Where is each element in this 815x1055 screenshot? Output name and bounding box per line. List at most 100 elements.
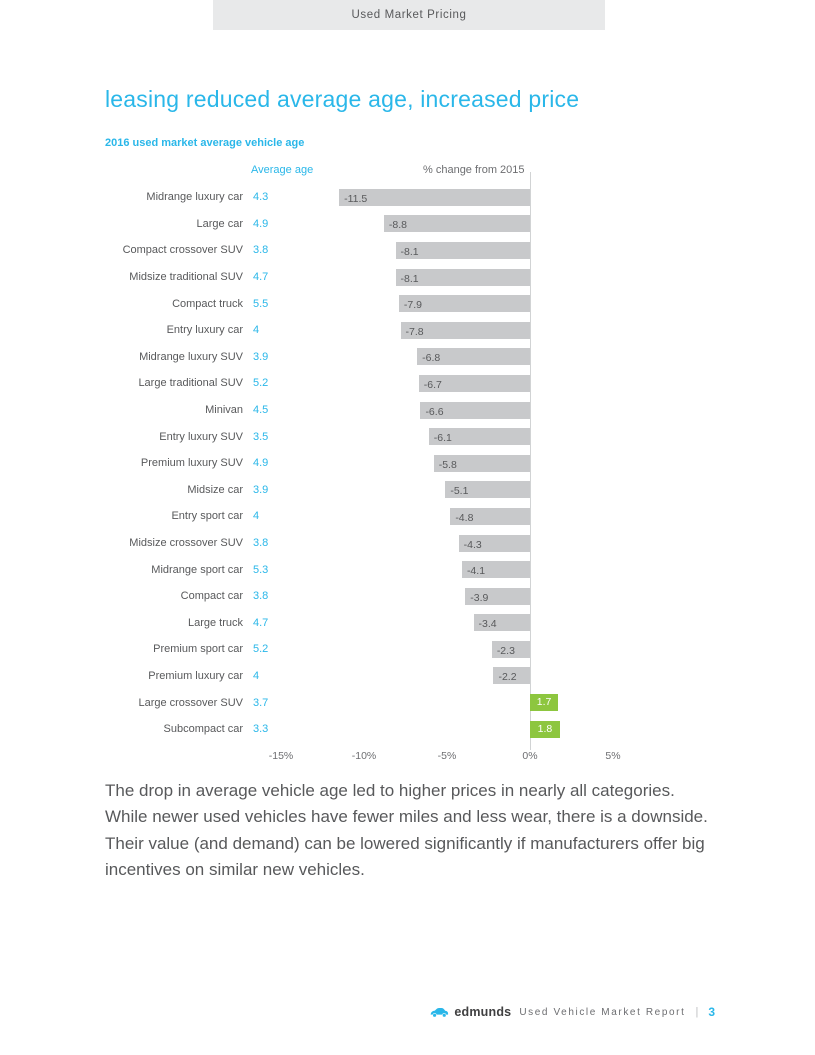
x-axis-tick-label: 0% (522, 750, 538, 763)
bar-track: -2.2 (281, 667, 613, 685)
bar-value-label: 1.7 (536, 696, 552, 709)
header-tab: Used Market Pricing (213, 0, 605, 30)
x-axis: -15% -10% -5% 0% 5% (269, 750, 621, 768)
age-value: 3.8 (253, 537, 269, 550)
bar: -6.7 (418, 374, 530, 392)
bar: -2.2 (493, 667, 530, 685)
vehicle-age-chart: Average age % change from 2015 Midrange … (105, 160, 725, 768)
category-label: Midsize crossover SUV (129, 537, 243, 550)
age-value: 4.7 (253, 616, 269, 629)
bar-value-label: -8.1 (400, 272, 419, 285)
age-value: 3.9 (253, 350, 269, 363)
bar-track: -6.8 (281, 348, 613, 366)
age-value: 4.9 (253, 457, 269, 470)
col-header-pct-change: % change from 2015 (423, 164, 525, 176)
bar: -5.8 (433, 454, 530, 472)
category-label: Midrange sport car (151, 563, 243, 576)
category-label: Compact crossover SUV (122, 244, 243, 257)
bar-value-label: -4.3 (463, 538, 482, 551)
age-value: 3.8 (253, 590, 269, 603)
category-label: Midrange luxury SUV (139, 350, 243, 363)
bar-value-label: -6.7 (423, 378, 442, 391)
age-value: 5.5 (253, 297, 269, 310)
chart-row: Midrange luxury car 4.3 -11.5 (105, 184, 725, 211)
bar: -4.3 (458, 534, 530, 552)
bar-value-label: -4.8 (455, 511, 474, 524)
age-value: 3.3 (253, 723, 269, 736)
x-axis-tick-label: -5% (437, 750, 457, 763)
bar: -4.1 (461, 561, 530, 579)
bar: -6.6 (420, 401, 530, 419)
age-value: 4 (253, 510, 260, 523)
bar: -8.1 (395, 241, 530, 259)
chart-row: Midsize traditional SUV 4.7 -8.1 (105, 264, 725, 291)
category-label: Midsize traditional SUV (129, 271, 243, 284)
bar: 1.8 (530, 720, 560, 738)
age-value: 4.7 (253, 271, 269, 284)
bar-track: -6.1 (281, 428, 613, 446)
bar: -11.5 (339, 188, 530, 206)
category-label: Entry luxury car (166, 324, 243, 337)
chart-row: Entry luxury car 4 -7.8 (105, 317, 725, 344)
chart-row: Minivan 4.5 -6.6 (105, 397, 725, 424)
age-value: 5.3 (253, 563, 269, 576)
bar: -3.9 (465, 587, 530, 605)
bar-value-label: 1.8 (537, 722, 553, 735)
bar-track: -6.7 (281, 374, 613, 392)
bar-track: -7.8 (281, 321, 613, 339)
chart-row: Midrange sport car 5.3 -4.1 (105, 556, 725, 583)
bar-track: 1.7 (281, 694, 613, 712)
footer: edmunds Used Vehicle Market Report | 3 (429, 1002, 715, 1022)
chart-row: Compact car 3.8 -3.9 (105, 583, 725, 610)
age-value: 4 (253, 669, 260, 682)
bar-value-label: -6.8 (422, 352, 441, 365)
bar-value-label: -11.5 (344, 192, 368, 205)
chart-row: Subcompact car 3.3 1.8 (105, 716, 725, 743)
bar: -3.4 (473, 614, 530, 632)
bar-track: -7.9 (281, 295, 613, 313)
bar-track: -4.1 (281, 561, 613, 579)
bar-track: -5.1 (281, 481, 613, 499)
age-value: 4.5 (253, 404, 269, 417)
bar-track: -3.4 (281, 614, 613, 632)
chart-row: Compact truck 5.5 -7.9 (105, 290, 725, 317)
chart-row: Entry luxury SUV 3.5 -6.1 (105, 423, 725, 450)
page-title: leasing reduced average age, increased p… (105, 86, 580, 112)
bar: -6.1 (428, 428, 530, 446)
bar-track: 1.8 (281, 720, 613, 738)
chart-row: Midsize car 3.9 -5.1 (105, 477, 725, 504)
bar-track: -3.9 (281, 587, 613, 605)
bar-value-label: -6.1 (433, 432, 452, 445)
bar-value-label: -2.2 (498, 671, 517, 684)
category-label: Midsize car (187, 483, 243, 496)
bar-value-label: -4.1 (466, 565, 486, 578)
chart-row: Premium luxury SUV 4.9 -5.8 (105, 450, 725, 477)
chart-row: Large crossover SUV 3.7 1.7 (105, 689, 725, 716)
chart-row: Midrange luxury SUV 3.9 -6.8 (105, 344, 725, 371)
bar-track: -11.5 (281, 188, 613, 206)
header-tab-label: Used Market Pricing (351, 9, 467, 21)
bar: -5.1 (445, 481, 530, 499)
category-label: Minivan (205, 404, 243, 417)
bar-value-label: -8.1 (400, 245, 419, 258)
bar-value-label: -5.8 (438, 458, 457, 471)
category-label: Entry luxury SUV (159, 430, 243, 443)
chart-row: Large traditional SUV 5.2 -6.7 (105, 370, 725, 397)
bar-value-label: -3.9 (470, 591, 489, 604)
bar-value-label: -7.8 (405, 325, 424, 338)
edmunds-brand: edmunds (454, 1005, 512, 1019)
category-label: Premium luxury SUV (140, 457, 243, 470)
bar: -7.8 (400, 321, 530, 339)
category-label: Compact truck (172, 297, 243, 310)
footer-page-number: 3 (708, 1005, 715, 1019)
footer-separator: | (695, 1006, 699, 1018)
bar-track: -2.3 (281, 640, 613, 658)
age-value: 4.9 (253, 217, 269, 230)
col-header-average-age: Average age (251, 164, 314, 176)
bar-value-label: -8.8 (388, 219, 407, 232)
age-value: 3.8 (253, 244, 269, 257)
chart-rows: Midrange luxury car 4.3 -11.5 Large car 4.9 -… (105, 172, 725, 751)
chart-row: Premium sport car 5.2 -2.3 (105, 636, 725, 663)
category-label: Compact car (180, 590, 243, 603)
